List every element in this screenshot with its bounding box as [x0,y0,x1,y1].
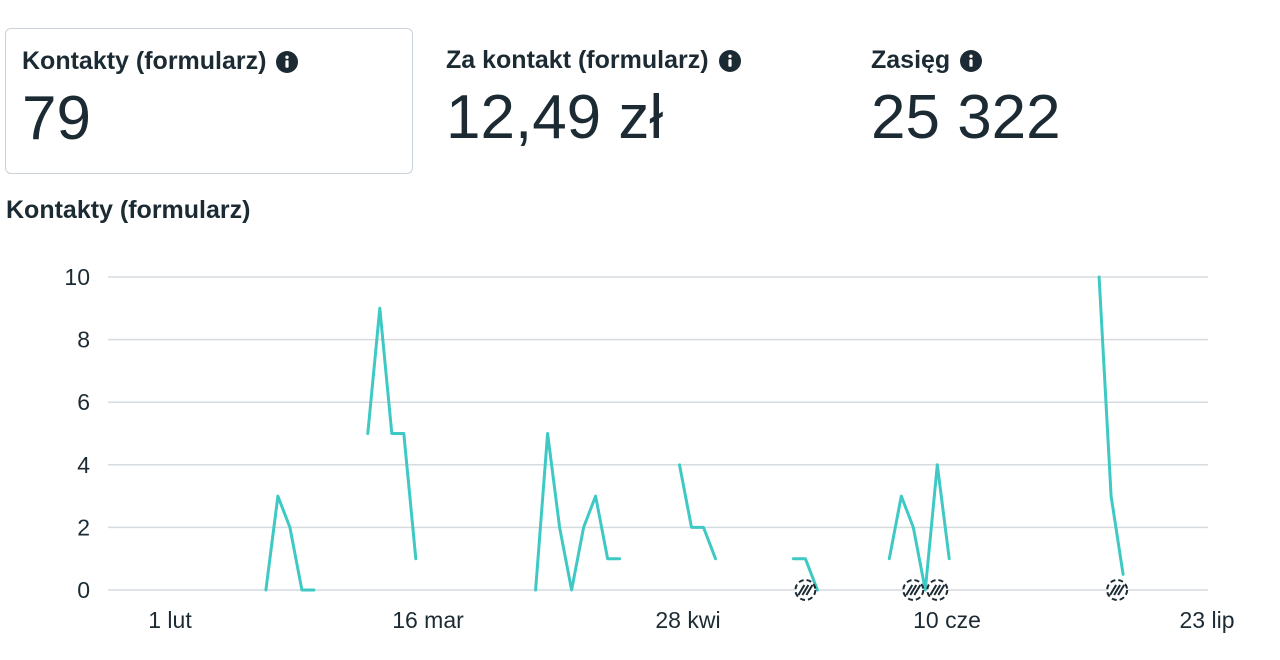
y-tick-label: 4 [77,452,90,478]
annotation-marker-hatch [905,584,914,596]
annotation-marker-hatch [797,584,806,596]
metric-label: Zasięg [871,46,951,74]
metric-label-row: Za kontakt (formularz) [446,46,814,75]
info-circle-icon[interactable] [276,50,299,73]
y-tick-label: 0 [77,577,90,603]
x-tick-label: 1 lut [148,607,192,633]
x-tick-label: 23 lip [1180,607,1235,633]
metric-label: Kontakty (formularz) [22,47,267,75]
metric-label-row: Zasięg [871,46,1239,75]
annotation-marker-icon[interactable] [1106,579,1129,601]
annotation-marker-hatch [1117,584,1125,596]
metric-label: Za kontakt (formularz) [446,46,709,74]
metric-value: 12,49 zł [446,83,664,152]
series-line-segment [678,463,717,561]
annotation-marker-hatch [913,584,922,596]
annotation-marker-hatch [937,584,946,596]
info-circle-icon[interactable] [960,49,983,72]
metric-card-reach[interactable]: Zasięg 25 322 [855,28,1255,174]
x-tick-label: 28 kwi [655,607,720,633]
metric-value: 25 322 [871,83,1061,152]
annotation-marker-hatch [805,584,814,596]
annotation-marker-hatch [1109,584,1117,596]
metric-card-contacts[interactable]: Kontakty (formularz) 79 [5,28,413,174]
line-chart: 0 2 4 6 8 10 1 lut 16 mar 28 kwi 10 cze 23 lip [64,264,1235,633]
annotation-marker-icon[interactable] [902,579,925,601]
annotation-marker-icon[interactable] [794,579,817,601]
annotation-marker-hatch [909,584,918,596]
metric-label-row: Kontakty (formularz) [22,47,396,76]
y-tick-label: 8 [77,327,90,353]
annotation-marker-hatch [1113,584,1121,596]
annotation-marker-hatch [801,584,810,596]
series-line-segment [791,557,819,592]
x-tick-label: 16 mar [392,607,464,633]
annotation-marker-hatch [933,584,942,596]
y-tick-label: 10 [64,264,90,290]
metric-card-cost-per-contact[interactable]: Za kontakt (formularz) 12,49 zł [430,28,830,174]
series-line-segment [264,494,316,592]
annotation-marker-hatch [929,584,938,596]
info-circle-icon[interactable] [718,49,741,72]
series-line-segment [1097,275,1125,576]
series-line-segment [887,463,951,592]
annotation-marker-icon[interactable] [926,579,949,601]
x-tick-label: 10 cze [913,607,981,633]
series-line-segment [366,306,418,561]
chart-title: Kontakty (formularz) [6,196,251,224]
y-tick-label: 6 [77,389,90,415]
y-tick-label: 2 [77,514,90,540]
metric-value: 79 [22,84,91,153]
series-line-segment [534,432,622,592]
